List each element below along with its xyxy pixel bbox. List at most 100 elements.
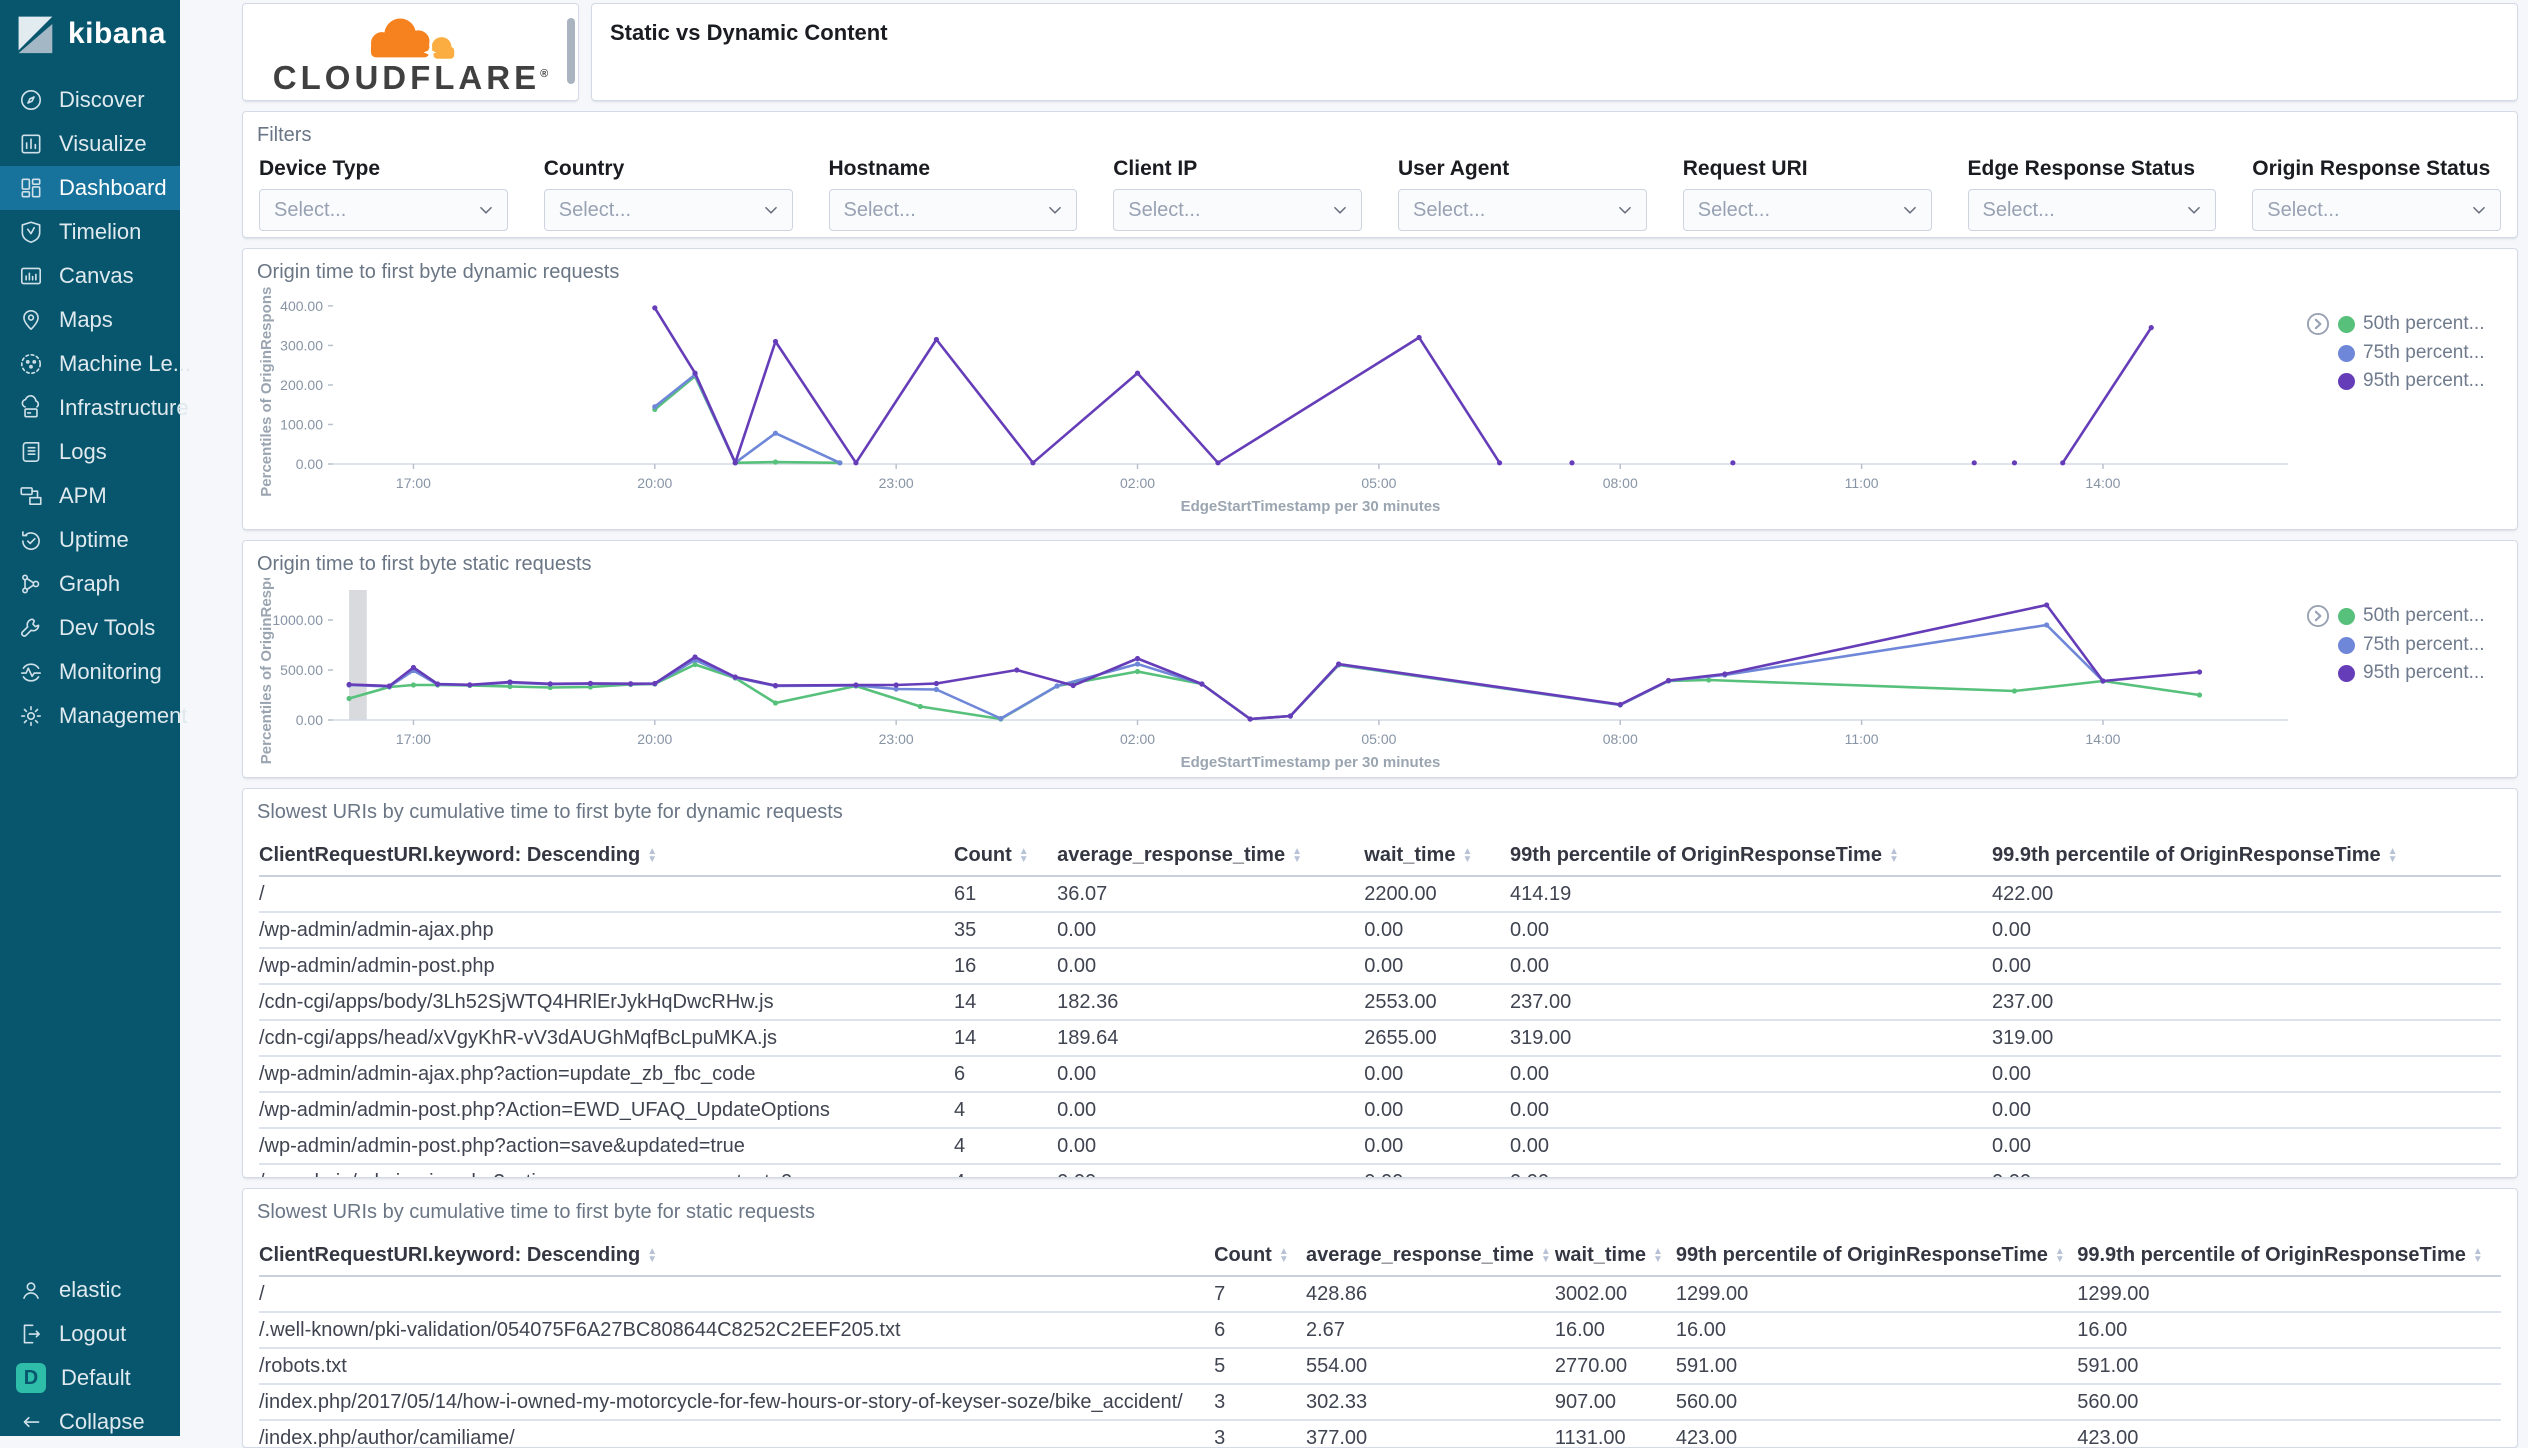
sidebar-item-uptime[interactable]: Uptime: [0, 518, 180, 562]
value-cell: 2655.00: [1364, 1020, 1510, 1056]
uri-cell: /: [259, 876, 954, 912]
legend-item[interactable]: 75th percent...: [2306, 634, 2491, 656]
discover-icon: [18, 87, 44, 113]
legend-dot: [2338, 316, 2355, 333]
sidebar-item-maps[interactable]: Maps: [0, 298, 180, 342]
value-cell: 237.00: [1992, 984, 2501, 1020]
filter-label: Request URI: [1683, 157, 1932, 181]
value-cell: 0.00: [1057, 1056, 1364, 1092]
legend-label: 95th percent...: [2363, 662, 2484, 684]
column-header[interactable]: 99th percentile of OriginResponseTime▲▼: [1676, 1238, 2077, 1276]
sidebar-item-collapse[interactable]: Collapse: [0, 1400, 180, 1444]
chevron-down-icon: [477, 201, 495, 219]
sidebar-item-machine-learning[interactable]: Machine Le...: [0, 342, 180, 386]
legend-collapse-icon[interactable]: [2306, 604, 2330, 628]
sidebar-item-label: Dashboard: [59, 175, 167, 201]
column-header[interactable]: average_response_time▲▼: [1306, 1238, 1555, 1276]
value-cell: 2.67: [1306, 1312, 1555, 1348]
sidebar-item-canvas[interactable]: Canvas: [0, 254, 180, 298]
svg-text:200.00: 200.00: [280, 377, 323, 393]
value-cell: 16.00: [1676, 1312, 2077, 1348]
svg-text:17:00: 17:00: [396, 475, 431, 491]
column-header[interactable]: ClientRequestURI.keyword: Descending▲▼: [259, 1238, 1214, 1276]
sidebar-item-discover[interactable]: Discover: [0, 78, 180, 122]
sidebar-item-logout[interactable]: Logout: [0, 1312, 180, 1356]
uri-cell: /wp-admin/admin-post.php?Action=EWD_UFAQ…: [259, 1092, 954, 1128]
column-header[interactable]: average_response_time▲▼: [1057, 838, 1364, 876]
column-header[interactable]: 99th percentile of OriginResponseTime▲▼: [1510, 838, 1992, 876]
legend-item[interactable]: 50th percent...: [2306, 604, 2491, 628]
column-header[interactable]: wait_time▲▼: [1364, 838, 1510, 876]
svg-text:300.00: 300.00: [280, 337, 323, 353]
legend-item[interactable]: 50th percent...: [2306, 312, 2491, 336]
sidebar-item-elastic[interactable]: elastic: [0, 1268, 180, 1312]
filter-select-edge-response-status[interactable]: Select...: [1968, 189, 2217, 231]
sidebar-item-infrastructure[interactable]: Infrastructure: [0, 386, 180, 430]
registered-mark: ®: [540, 68, 548, 80]
sidebar-item-label: Infrastructure: [59, 395, 189, 421]
sidebar-item-visualize[interactable]: Visualize: [0, 122, 180, 166]
filter-select-country[interactable]: Select...: [544, 189, 793, 231]
sidebar-item-graph[interactable]: Graph: [0, 562, 180, 606]
panel-scrollbar[interactable]: [567, 18, 575, 84]
legend-item[interactable]: 95th percent...: [2306, 662, 2491, 684]
filter-select-hostname[interactable]: Select...: [829, 189, 1078, 231]
legend-label: 75th percent...: [2363, 342, 2484, 364]
filter-select-request-uri[interactable]: Select...: [1683, 189, 1932, 231]
value-cell: 0.00: [1510, 948, 1992, 984]
column-header[interactable]: 99.9th percentile of OriginResponseTime▲…: [2077, 1238, 2501, 1276]
filter-label: Edge Response Status: [1968, 157, 2217, 181]
legend-item[interactable]: 75th percent...: [2306, 342, 2491, 364]
sidebar-item-apm[interactable]: APM: [0, 474, 180, 518]
sidebar-item-logs[interactable]: Logs: [0, 430, 180, 474]
sidebar-item-monitoring[interactable]: Monitoring: [0, 650, 180, 694]
filter-select-origin-response-status[interactable]: Select...: [2252, 189, 2501, 231]
svg-text:Percentiles of OriginResponse: Percentiles of OriginResponse: [258, 578, 275, 764]
legend-item[interactable]: 95th percent...: [2306, 370, 2491, 392]
legend-collapse-icon[interactable]: [2306, 312, 2330, 336]
column-header[interactable]: 99.9th percentile of OriginResponseTime▲…: [1992, 838, 2501, 876]
sidebar-item-management[interactable]: Management: [0, 694, 180, 738]
value-cell: 5: [1214, 1348, 1306, 1384]
uri-cell: /index.php/2017/05/14/how-i-owned-my-mot…: [259, 1384, 1214, 1420]
dashboard-title-panel: Static vs Dynamic Content: [591, 3, 2518, 101]
filter-select-client-ip[interactable]: Select...: [1113, 189, 1362, 231]
uri-table-static: ClientRequestURI.keyword: Descending▲▼Co…: [243, 1224, 2517, 1448]
svg-text:23:00: 23:00: [879, 475, 914, 491]
management-icon: [18, 703, 44, 729]
value-cell: 0.00: [1992, 1056, 2501, 1092]
column-header[interactable]: Count▲▼: [954, 838, 1057, 876]
select-placeholder: Select...: [1698, 199, 1770, 222]
sidebar-item-dashboard[interactable]: Dashboard: [0, 166, 180, 210]
sort-icon: ▲▼: [1541, 1248, 1551, 1264]
filter-select-device-type[interactable]: Select...: [259, 189, 508, 231]
value-cell: 422.00: [1992, 876, 2501, 912]
value-cell: 0.00: [1364, 948, 1510, 984]
column-header[interactable]: wait_time▲▼: [1555, 1238, 1676, 1276]
kibana-logo[interactable]: kibana: [0, 0, 180, 66]
apm-icon: [18, 483, 44, 509]
select-placeholder: Select...: [1983, 199, 2055, 222]
value-cell: 1299.00: [2077, 1276, 2501, 1312]
value-cell: 319.00: [1992, 1020, 2501, 1056]
column-header[interactable]: Count▲▼: [1214, 1238, 1306, 1276]
column-header[interactable]: ClientRequestURI.keyword: Descending▲▼: [259, 838, 954, 876]
kibana-logo-icon: [14, 12, 56, 56]
uptime-icon: [18, 527, 44, 553]
sidebar-item-dev-tools[interactable]: Dev Tools: [0, 606, 180, 650]
sidebar-item-timelion[interactable]: Timelion: [0, 210, 180, 254]
value-cell: 35: [954, 912, 1057, 948]
svg-text:23:00: 23:00: [879, 731, 914, 747]
value-cell: 0.00: [1364, 1164, 1510, 1178]
filter-select-user-agent[interactable]: Select...: [1398, 189, 1647, 231]
infrastructure-icon: [18, 395, 44, 421]
